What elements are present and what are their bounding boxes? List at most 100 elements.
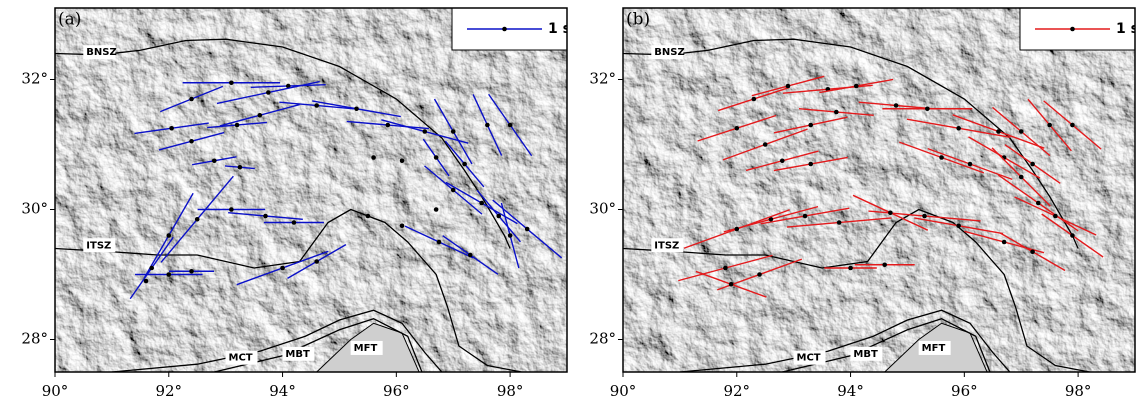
station: [169, 125, 174, 131]
station: [257, 112, 263, 118]
station: [751, 96, 757, 102]
panel-label: (b): [626, 10, 650, 30]
station: [834, 109, 839, 115]
fault-line: [55, 208, 522, 372]
relief: [623, 8, 1135, 372]
station: [436, 239, 442, 245]
station: [399, 158, 405, 164]
station: [779, 158, 785, 164]
station: [882, 262, 887, 268]
fault-label: MCT: [229, 353, 253, 364]
station: [149, 265, 155, 271]
station: [399, 223, 405, 229]
station: [925, 106, 930, 112]
station: [768, 216, 774, 222]
station: [893, 103, 899, 108]
station: [836, 220, 842, 225]
station: [266, 90, 271, 95]
legend-dot: [1070, 26, 1075, 32]
map-panel: BNSZ ITSZ MCT MBT MFT (b) 1 s 90° 92° 94° 96° 98° 28…: [589, 7, 1137, 400]
station: [433, 207, 439, 212]
station: [189, 268, 194, 274]
station: [229, 80, 234, 86]
station: [365, 213, 371, 219]
station: [189, 96, 194, 102]
fault-label-box: [793, 350, 826, 365]
station: [808, 122, 814, 128]
station: [450, 129, 456, 134]
station: [385, 122, 391, 128]
station: [1070, 233, 1075, 238]
fault-label: MBT: [853, 349, 878, 360]
station: [280, 265, 285, 271]
station: [956, 223, 961, 229]
station: [229, 207, 234, 212]
x-tick-label: 96°: [951, 382, 978, 400]
station: [762, 142, 768, 147]
station: [785, 83, 791, 89]
x-tick-label: 92°: [723, 382, 750, 400]
station: [194, 216, 200, 222]
station: [166, 272, 172, 277]
station: [450, 187, 456, 193]
station: [479, 200, 484, 206]
fault-label: MBT: [285, 349, 310, 360]
y-tick-label: 32°: [589, 70, 616, 88]
station: [723, 265, 728, 271]
y-tick-label: 32°: [21, 70, 48, 88]
station: [507, 122, 513, 128]
legend-dot: [502, 26, 507, 32]
fault-label-box: [850, 346, 883, 361]
fault-label: MFT: [922, 343, 946, 354]
fault-label: MFT: [354, 343, 378, 354]
station: [485, 122, 490, 128]
station: [507, 233, 513, 238]
station: [524, 226, 530, 232]
station: [285, 83, 291, 89]
x-tick-label: 90°: [610, 382, 637, 400]
station: [967, 161, 973, 167]
y-tick-label: 30°: [589, 200, 616, 218]
fault-line: [679, 309, 1011, 372]
fault-line: [214, 317, 423, 372]
station: [496, 213, 502, 219]
station: [808, 161, 814, 167]
y-tick-label: 28°: [589, 330, 616, 348]
fault-label: MCT: [797, 353, 821, 364]
station: [234, 122, 240, 128]
y-tick-label: 30°: [21, 200, 48, 218]
station: [462, 161, 467, 167]
map-body: BNSZ ITSZ MCT MBT MFT (b) 1 s: [623, 8, 1137, 372]
station: [1070, 122, 1075, 128]
station: [1001, 239, 1007, 245]
x-tick-label: 98°: [497, 382, 524, 400]
legend-label: 1 s: [1116, 21, 1137, 37]
fault-label: ITSZ: [86, 240, 111, 251]
station: [734, 125, 740, 131]
station: [1030, 249, 1035, 255]
station: [371, 155, 376, 160]
station: [757, 272, 762, 277]
station: [956, 125, 961, 131]
station: [189, 138, 194, 144]
station: [314, 259, 319, 264]
station: [422, 129, 428, 134]
x-tick-label: 94°: [837, 382, 864, 400]
station: [728, 281, 734, 287]
map-body: BNSZ ITSZ MCT MBT MFT (a) 1 s: [55, 8, 571, 372]
fault-line: [623, 38, 1079, 249]
legend-label: 1 s: [548, 21, 571, 37]
map-panel: BNSZ ITSZ MCT MBT MFT (a) 1 s 90° 92° 94° 96° 98° 28…: [21, 7, 571, 400]
frame: [622, 7, 1136, 373]
fault-label-box: [350, 340, 383, 355]
station: [263, 213, 268, 219]
station: [734, 226, 740, 232]
station: [802, 213, 808, 219]
station: [433, 155, 439, 160]
station: [314, 103, 319, 108]
station: [143, 278, 149, 284]
x-tick-label: 98°: [1065, 382, 1092, 400]
station: [166, 233, 172, 238]
fault-label-box: [651, 238, 684, 253]
